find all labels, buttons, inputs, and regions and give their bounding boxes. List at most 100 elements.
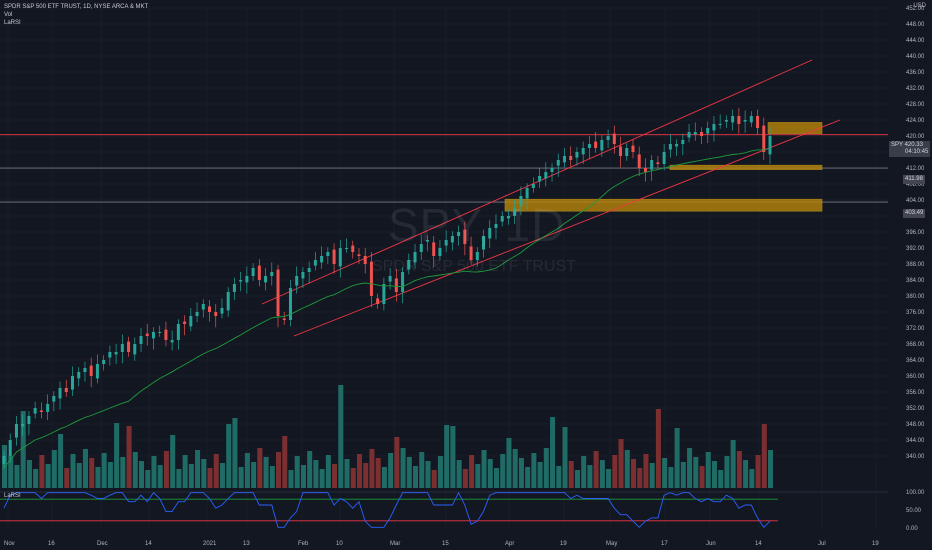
volume-bar xyxy=(730,440,736,488)
rsi-tick-label: 50.00 xyxy=(906,508,922,514)
candle-body xyxy=(307,268,311,272)
volume-bar xyxy=(207,468,213,488)
channel-upper-line xyxy=(261,59,813,305)
candle-body xyxy=(737,116,741,124)
candle-body xyxy=(463,229,467,244)
candle-body xyxy=(120,344,124,352)
watermark-symbol: SPY, 1D xyxy=(388,199,566,251)
price-tick-label: 348.00 xyxy=(906,422,925,428)
volume-bar xyxy=(319,469,325,488)
volume-bar xyxy=(612,455,618,488)
volume-bar xyxy=(269,466,275,488)
volume-bar xyxy=(313,460,319,488)
volume-bar xyxy=(163,451,169,488)
volume-bar xyxy=(419,452,425,488)
candle-body xyxy=(544,172,548,179)
volume-bar xyxy=(662,458,668,488)
candle-body xyxy=(376,298,380,304)
volume-bar xyxy=(76,463,82,488)
currency-label: USD xyxy=(913,3,926,9)
volume-bar xyxy=(531,453,537,488)
candle-body xyxy=(569,156,573,160)
candle-body xyxy=(506,216,510,219)
level-tag-411: 411.98 xyxy=(903,175,925,184)
candle-body xyxy=(320,256,324,263)
volume-bar xyxy=(263,457,269,488)
candle-body xyxy=(164,329,168,340)
candle-body xyxy=(444,240,448,246)
volume-bar xyxy=(705,452,711,488)
price-tick-label: 440.00 xyxy=(906,54,925,60)
rsi-indicator-label[interactable]: LaRSI xyxy=(4,20,21,26)
candle-body xyxy=(600,140,604,151)
candle-body xyxy=(301,272,305,279)
candle-body xyxy=(77,372,81,379)
volume-bar xyxy=(394,437,400,488)
candle-body xyxy=(288,288,292,320)
volume-bar xyxy=(400,448,406,488)
moving-average-line xyxy=(3,147,771,469)
time-tick-label: 15 xyxy=(442,541,449,547)
price-tick-label: 452.00 xyxy=(906,6,925,12)
time-tick-label: 14 xyxy=(145,541,152,547)
volume-bar xyxy=(413,466,419,488)
volume-bar xyxy=(338,385,344,488)
candle-body xyxy=(276,269,280,316)
time-tick-label: 10 xyxy=(336,541,343,547)
candle-body xyxy=(357,254,361,256)
price-tick-label: 392.00 xyxy=(906,246,925,252)
volume-bar xyxy=(363,463,369,488)
price-tick-label: 396.00 xyxy=(906,230,925,236)
candle-body xyxy=(768,136,772,155)
price-tick-label: 352.00 xyxy=(906,406,925,412)
time-tick-label: 2021 xyxy=(203,541,217,547)
candle-body xyxy=(83,368,87,372)
candle-body xyxy=(21,424,25,427)
volume-bar xyxy=(176,469,182,488)
candle-body xyxy=(239,280,243,282)
candle-body xyxy=(108,352,112,358)
candle-body xyxy=(712,124,716,131)
volume-bar xyxy=(120,457,126,488)
candle-body xyxy=(482,236,486,250)
candle-body xyxy=(450,236,454,243)
volume-bar xyxy=(699,466,705,488)
price-tick-label: 372.00 xyxy=(906,326,925,332)
volume-bar xyxy=(487,459,493,488)
volume-bar xyxy=(381,467,387,488)
volume-bar xyxy=(226,424,232,488)
price-zone xyxy=(767,122,823,134)
volume-bar xyxy=(39,455,45,488)
volume-bar xyxy=(749,469,755,488)
price-tick-label: 448.00 xyxy=(906,22,925,28)
candle-body xyxy=(413,252,417,263)
volume-bar xyxy=(219,463,225,488)
volume-bar xyxy=(201,459,207,488)
candle-body xyxy=(226,292,230,311)
candle-body xyxy=(133,344,137,355)
candle-body xyxy=(151,332,155,339)
volume-bar xyxy=(687,448,693,488)
price-tick-label: 344.00 xyxy=(906,438,925,444)
candle-body xyxy=(232,284,236,292)
volume-bar xyxy=(139,461,145,488)
volume-bar xyxy=(724,456,730,488)
candle-body xyxy=(394,278,398,292)
candle-body xyxy=(562,156,566,163)
candle-body xyxy=(643,168,647,172)
candle-body xyxy=(662,152,666,164)
volume-bar xyxy=(444,425,450,488)
candle-body xyxy=(95,364,99,379)
volume-bar xyxy=(8,456,14,488)
time-tick-label: 14 xyxy=(755,541,762,547)
candle-body xyxy=(743,120,747,122)
candle-body xyxy=(425,240,429,242)
time-tick-label: Dec xyxy=(97,541,108,547)
candle-body xyxy=(756,116,760,128)
volume-bar xyxy=(70,454,76,488)
volume-indicator-label[interactable]: Vol xyxy=(4,12,13,18)
candle-body xyxy=(351,245,355,252)
spy-price: 420.33 xyxy=(904,142,923,148)
candle-body xyxy=(270,272,274,276)
